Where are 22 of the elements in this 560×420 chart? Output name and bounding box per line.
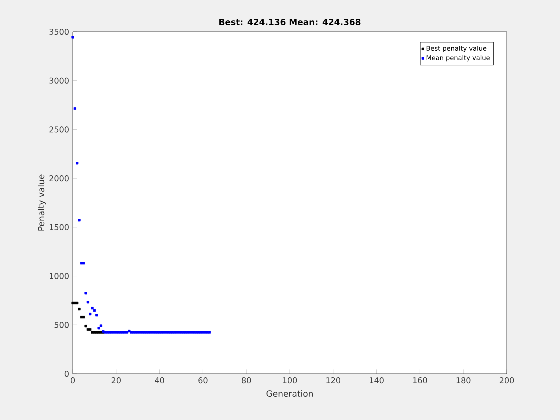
y-tick-label: 1500 — [50, 224, 69, 230]
x-tick-label: 60 — [198, 378, 208, 384]
x-tick-label: 20 — [112, 378, 121, 384]
y-tick-label: 3500 — [50, 28, 69, 36]
y-tick-label: 0 — [64, 370, 69, 378]
y-axis-title: Penalty value — [38, 174, 46, 231]
x-tick-label: 200 — [500, 378, 514, 384]
chart-title: Best: 424.136 Mean: 424.368 — [220, 19, 361, 26]
y-tick-label: 1000 — [50, 273, 69, 280]
x-tick-label: 120 — [326, 378, 341, 384]
y-tick-label: 3000 — [50, 78, 69, 84]
y-tick-label: 2500 — [50, 126, 69, 133]
x-tick-label: 0 — [70, 378, 76, 384]
x-tick-label: 140 — [370, 378, 384, 384]
y-tick-label: 2000 — [50, 176, 69, 182]
x-tick-label: 80 — [242, 378, 252, 384]
x-tick-label: 160 — [413, 378, 428, 384]
x-tick-label: 100 — [283, 378, 298, 384]
x-tick-label: 40 — [155, 378, 164, 384]
x-tick-label: 180 — [456, 378, 471, 384]
y-tick-label: 500 — [54, 322, 69, 328]
x-axis-title: Generation — [266, 390, 313, 398]
